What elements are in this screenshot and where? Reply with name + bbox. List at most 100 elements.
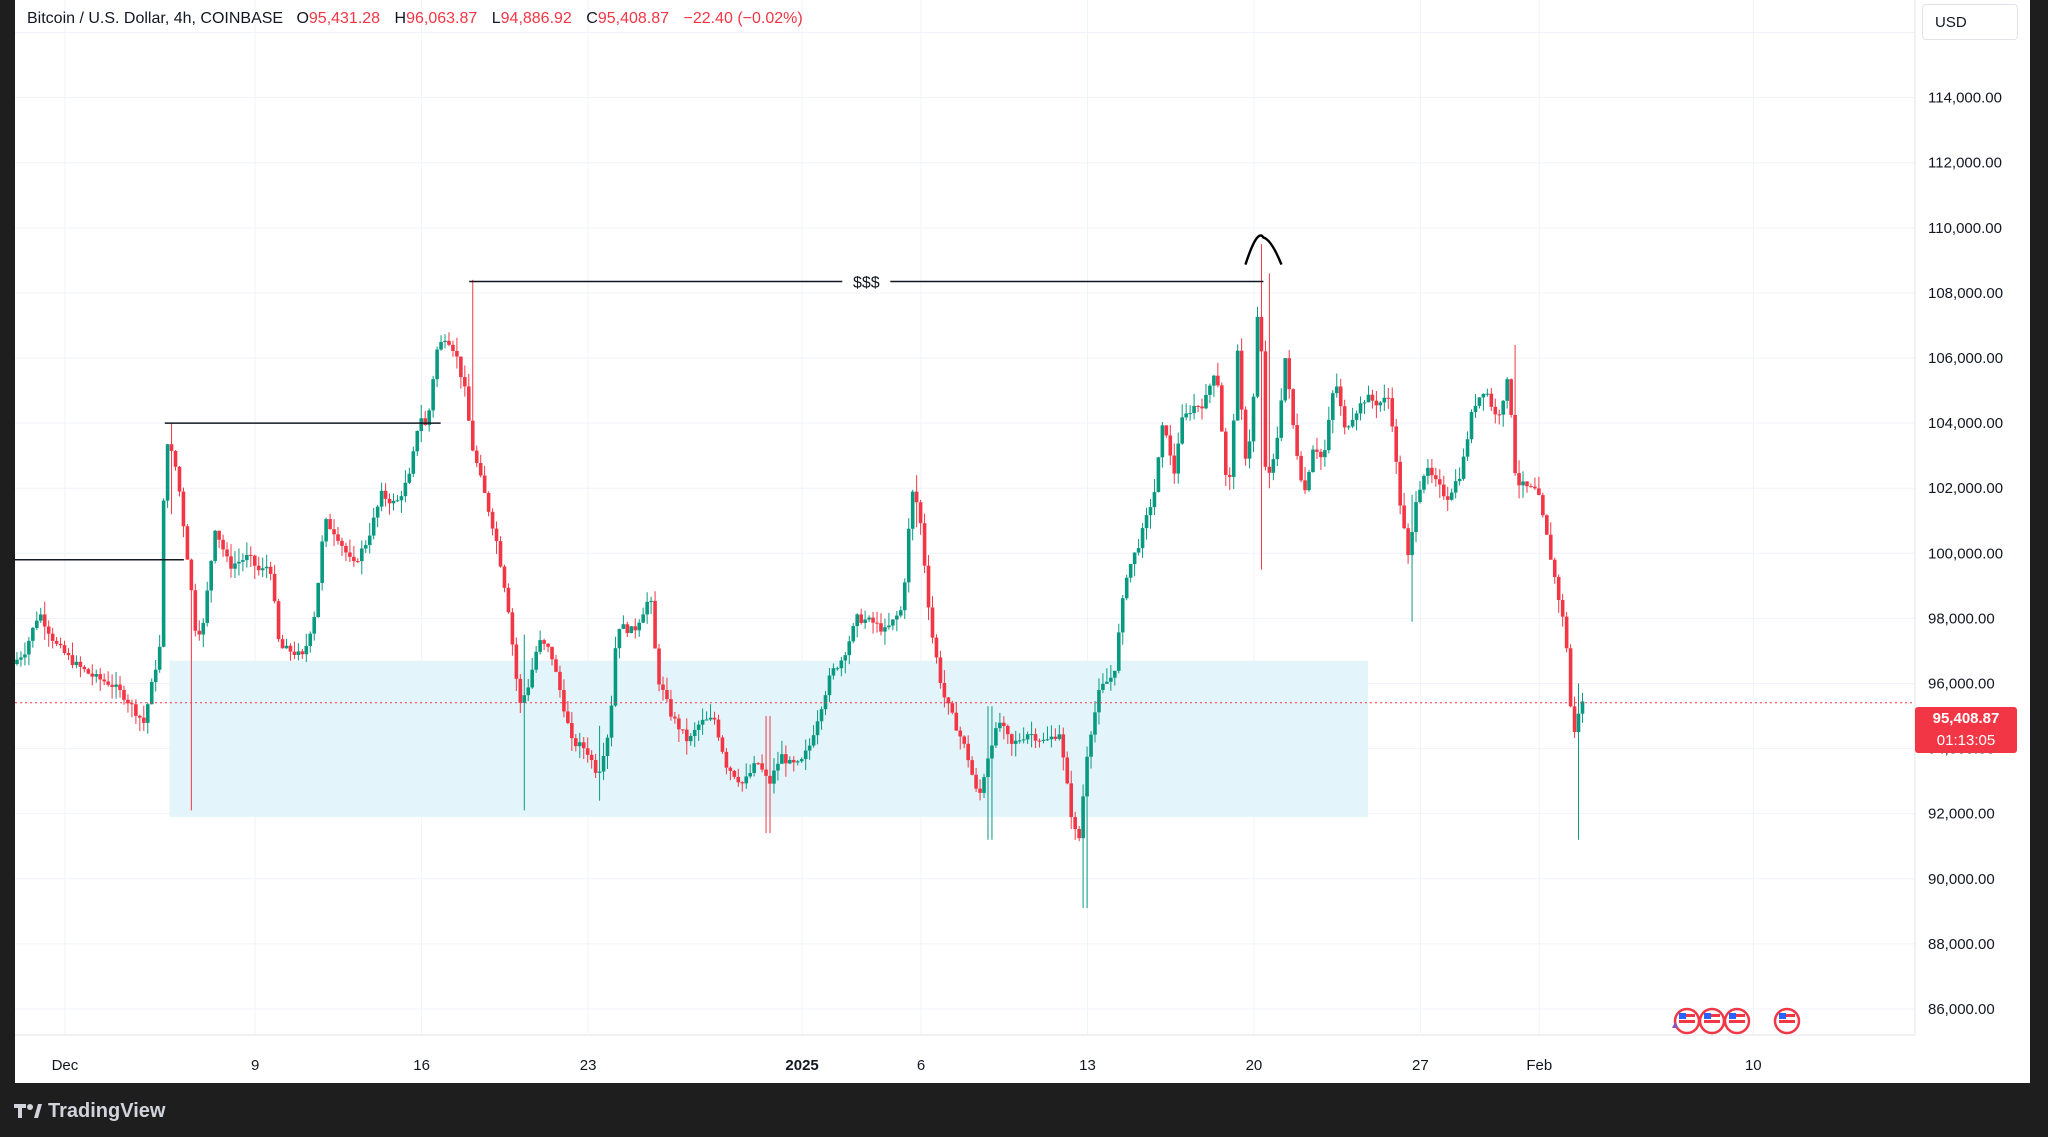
candle-body (276, 601, 281, 640)
chart-frame: $$$116,000.00114,000.00112,000.00110,000… (15, 0, 2030, 1083)
candle-body (855, 614, 859, 627)
candle-body (237, 561, 241, 564)
price-tick-label: 90,000.00 (1928, 871, 1995, 888)
candle-body (348, 552, 352, 557)
symbol-title[interactable]: Bitcoin / U.S. Dollar, 4h, COINBASE (27, 10, 284, 27)
candle-body (554, 659, 558, 672)
candle-body (1394, 426, 1399, 462)
price-tick-label: 112,000.00 (1928, 155, 2002, 172)
candle-body (142, 717, 146, 723)
us-flag-stripe (1704, 1014, 1720, 1017)
candle-body (173, 450, 178, 467)
candle-body (423, 418, 428, 426)
candle-body (1223, 431, 1228, 475)
candle-body (681, 729, 685, 731)
candle-body (613, 648, 618, 706)
candle-body (958, 730, 963, 737)
candle-body (1196, 405, 1200, 407)
candle-body (122, 690, 126, 700)
candle-body (518, 678, 523, 703)
candle-body (193, 590, 198, 631)
candle-body (1572, 706, 1577, 732)
candle-body (118, 684, 122, 691)
candle-body (308, 633, 313, 647)
candle-body (990, 745, 994, 759)
candle-body (415, 430, 420, 452)
candle-body (1116, 632, 1121, 671)
sparkle-icon[interactable] (1672, 1022, 1678, 1028)
currency-selector[interactable]: USD (1922, 4, 2018, 40)
candle-body (474, 450, 479, 464)
candle-body (669, 699, 673, 717)
candle-body (847, 641, 852, 656)
candle-body (1489, 393, 1494, 407)
candle-body (597, 771, 602, 773)
price-tick-label: 108,000.00 (1928, 285, 2003, 302)
candle-body (1517, 473, 1521, 486)
demand-zone-rectangle[interactable] (169, 660, 1369, 817)
candle-body (593, 759, 598, 773)
price-chart[interactable]: $$$116,000.00114,000.00112,000.00110,000… (15, 0, 2030, 1083)
candle-body (791, 759, 796, 763)
candle-body (367, 535, 372, 546)
candle-body (31, 627, 35, 641)
candle-body (522, 695, 527, 703)
candle-body (1358, 403, 1363, 414)
candle-body (510, 612, 515, 645)
candle-body (296, 651, 301, 655)
candle-body (950, 703, 955, 713)
candle-body (177, 466, 182, 492)
candle-body (1449, 492, 1454, 500)
candle-body (962, 736, 967, 744)
candle-body (34, 620, 39, 628)
candle-body (768, 775, 772, 784)
time-tick-label: 13 (1079, 1057, 1096, 1074)
time-tick-label: 2025 (785, 1057, 818, 1074)
candle-body (700, 719, 705, 725)
candle-body (197, 630, 202, 635)
sweep-arc-drawing[interactable] (1244, 234, 1283, 266)
candle-body (657, 648, 661, 685)
candle-body (684, 729, 689, 742)
candle-body (1370, 394, 1375, 401)
candle-body (470, 420, 475, 451)
open-key: O (296, 10, 309, 27)
candle-body (1148, 507, 1153, 516)
candle-body (1017, 740, 1022, 742)
us-flag-stripe (1729, 1014, 1745, 1017)
candle-body (340, 540, 344, 546)
candle-body (185, 526, 190, 560)
candle-body (1457, 478, 1462, 482)
candle-body (419, 418, 424, 431)
candle-body (1220, 385, 1224, 432)
candle-body (149, 681, 154, 705)
candle-body (145, 704, 150, 723)
candle-body (94, 674, 99, 677)
candle-body (82, 666, 87, 670)
candle-body (249, 554, 253, 556)
candle-body (1441, 484, 1446, 497)
candle-body (795, 761, 800, 763)
candle-body (696, 724, 701, 730)
candle-body (114, 684, 118, 687)
candle-body (1045, 739, 1050, 741)
candle-body (550, 646, 554, 660)
candle-body (1243, 409, 1248, 459)
last-price-value: 95,408.87 (1932, 710, 2000, 727)
candle-body (1354, 413, 1359, 420)
footer-brand[interactable]: TradingView (14, 1096, 165, 1126)
time-tick-label: 16 (413, 1057, 430, 1074)
candle-body (986, 758, 990, 778)
candle-body (221, 539, 225, 550)
candle-body (1481, 393, 1486, 398)
candle-body (1406, 528, 1410, 556)
candle-body (1453, 481, 1458, 493)
candle-body (138, 715, 142, 718)
candle-body (1144, 515, 1149, 529)
candle-body (1350, 419, 1355, 427)
price-tick-label: 88,000.00 (1928, 936, 1995, 953)
candle-body (1120, 598, 1125, 633)
candle-body (1521, 481, 1525, 486)
candle-body (704, 719, 709, 721)
candle-body (130, 703, 134, 705)
